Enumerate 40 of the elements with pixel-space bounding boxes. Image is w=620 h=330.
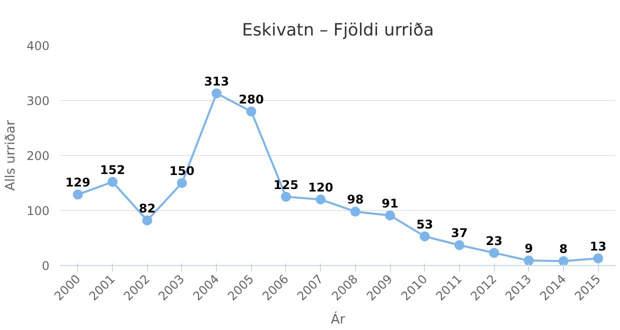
data-label: 129 <box>65 176 90 190</box>
y-tick-label: 400 <box>26 39 50 53</box>
x-axis-title: Ár <box>330 310 346 328</box>
data-label: 37 <box>451 226 468 240</box>
point <box>72 190 83 200</box>
point <box>142 215 152 226</box>
data-label: 98 <box>346 192 364 207</box>
data-label: 8 <box>559 242 568 256</box>
point <box>350 206 360 217</box>
data-label: 120 <box>308 180 334 194</box>
point <box>108 176 118 187</box>
data-label: 280 <box>238 92 264 106</box>
point <box>489 248 500 258</box>
point <box>316 194 326 204</box>
data-label: 152 <box>100 162 126 177</box>
chart-title: Eskivatn – Fjöldi urriða <box>242 20 434 40</box>
y-tick-label: 300 <box>26 94 50 108</box>
point <box>246 106 256 116</box>
y-axis-title: Alls urriðar <box>4 120 19 191</box>
point <box>454 240 464 250</box>
point <box>385 210 396 220</box>
point <box>212 88 222 98</box>
data-label: 53 <box>416 217 434 232</box>
data-label: 313 <box>204 74 230 88</box>
data-label: 23 <box>486 234 502 248</box>
point <box>524 256 534 266</box>
y-tick-label: 100 <box>26 204 50 218</box>
point <box>176 178 187 188</box>
data-label: 150 <box>169 164 194 178</box>
point <box>593 253 604 264</box>
data-label: 125 <box>273 178 299 192</box>
data-label: 82 <box>138 201 156 216</box>
data-label: 13 <box>590 239 607 254</box>
point <box>558 256 568 266</box>
data-label: 91 <box>382 196 398 210</box>
data-label: 9 <box>524 242 533 256</box>
point <box>420 231 430 242</box>
y-tick-label: 0 <box>42 259 50 273</box>
point <box>280 192 291 202</box>
y-tick-label: 200 <box>26 149 50 163</box>
